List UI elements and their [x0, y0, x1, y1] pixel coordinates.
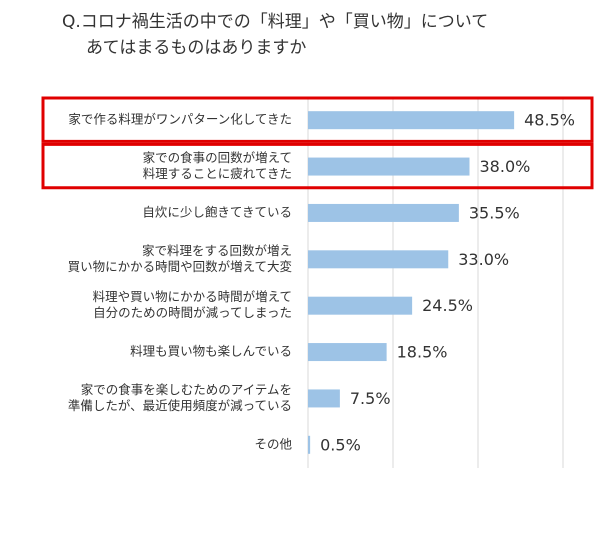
category-label: 家で作る料理がワンパターン化してきた — [68, 112, 292, 127]
category-label: 自分のための時間が減ってしまった — [93, 305, 292, 320]
category-label: 買い物にかかる時間や回数が増えて大変 — [68, 259, 292, 274]
bar — [308, 250, 449, 269]
category-label: 家での食事を楽しむためのアイテムを — [81, 382, 292, 397]
bar — [308, 389, 340, 408]
category-label: 料理も買い物も楽しんでいる — [130, 344, 292, 359]
category-label: その他 — [254, 436, 292, 451]
bar — [308, 435, 311, 454]
bar — [308, 296, 413, 315]
chart-title: あてはまるものはありますか — [86, 38, 306, 58]
bar — [308, 157, 470, 176]
value-label: 48.5% — [524, 111, 575, 130]
value-label: 0.5% — [320, 435, 361, 454]
value-label: 7.5% — [350, 389, 391, 408]
highlight-box — [41, 96, 594, 143]
bar — [308, 203, 459, 222]
category-label: 家での食事の回数が増えて — [143, 150, 292, 165]
category-label: 料理や買い物にかかる時間が増えて — [93, 289, 292, 304]
highlight-box — [41, 142, 594, 190]
bar — [308, 343, 387, 362]
value-label: 18.5% — [397, 343, 448, 362]
category-label: 料理することに疲れてきた — [143, 166, 292, 181]
category-label: 家で料理をする回数が増え — [142, 243, 292, 258]
value-label: 38.0% — [480, 157, 531, 176]
chart-title: Q.コロナ禍生活の中での「料理」や「買い物」について — [62, 12, 488, 32]
bar — [308, 111, 515, 130]
value-label: 24.5% — [422, 296, 473, 315]
value-label: 35.5% — [469, 203, 520, 222]
category-label: 自炊に少し飽きてきている — [142, 204, 292, 219]
category-label: 準備したが、最近使用頻度が減っている — [68, 398, 292, 413]
value-label: 33.0% — [458, 250, 509, 269]
